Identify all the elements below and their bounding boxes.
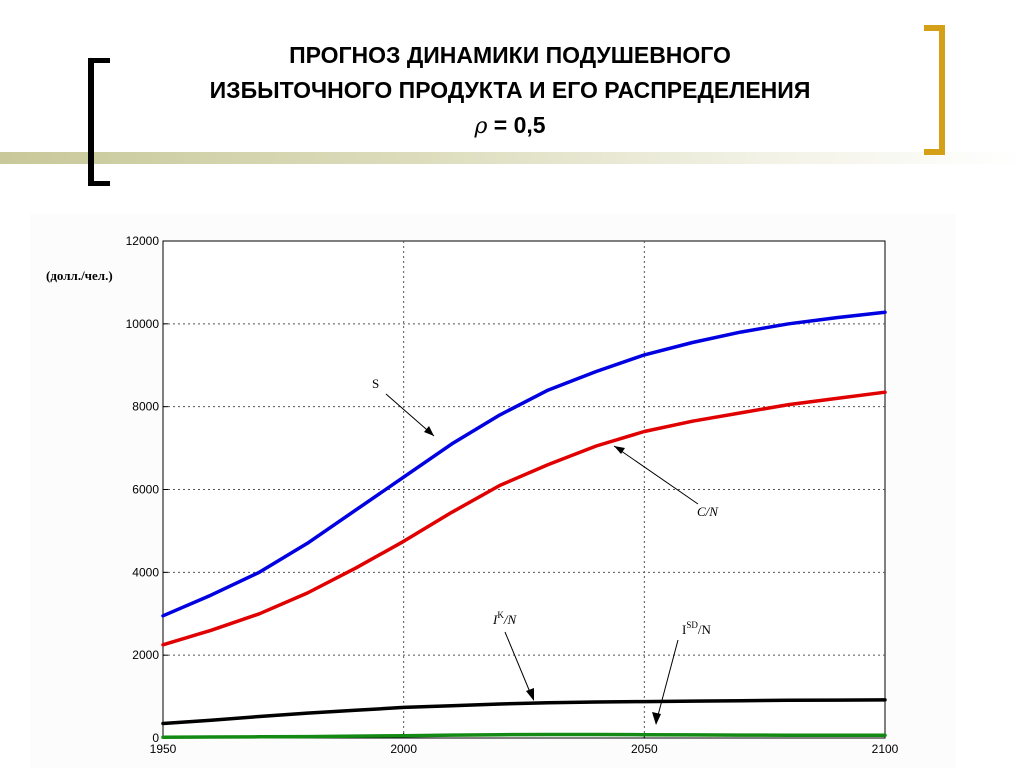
rho-value: = 0,5: [493, 112, 546, 138]
annotation-IK-rest: /N: [503, 612, 518, 627]
x-tick-label-2000: 2000: [390, 742, 417, 756]
annotation-IK-label: IK/N: [492, 610, 517, 627]
annotation-IK-base: I: [492, 612, 498, 627]
series-line-0: [161, 310, 887, 618]
axis-ticks: 1950 2000 2050 2100 0 2000 4000 6000 8000 10000 12…: [126, 234, 899, 756]
annotation-ISD-label: ISD/N: [682, 620, 711, 637]
y-tick-label-10000: 10000: [126, 317, 160, 331]
title-line-1: ПРОГНОЗ ДИНАМИКИ ПОДУШЕВНОГО: [289, 42, 731, 68]
series-line-2: [161, 698, 887, 726]
accent-band: [0, 152, 1024, 164]
x-tick-label-1950: 1950: [150, 742, 177, 756]
y-tick-label-4000: 4000: [132, 565, 159, 579]
annotation-IK-arrow: [504, 631, 533, 698]
annotation-IK-arrowhead: [526, 688, 534, 701]
annotation-S-arrowhead: [424, 426, 434, 436]
line-chart: 1950 2000 2050 2100 0 2000 4000 6000 8000 10000 12…: [46, 234, 899, 756]
annotation-ISD-arrow: [656, 639, 679, 720]
chart-container: 1950 2000 2050 2100 0 2000 4000 6000 8000 10000 12…: [30, 214, 956, 768]
x-tick-label-2050: 2050: [631, 742, 658, 756]
annotations: S C/N IK/N ISD/N: [372, 376, 719, 725]
series-lines: [161, 310, 887, 739]
annotation-ISD-arrowhead: [652, 712, 661, 725]
grid-lines: [163, 241, 885, 738]
title-line-2: ИЗБЫТОЧНОГО ПРОДУКТА И ЕГО РАСПРЕДЕЛЕНИЯ: [209, 77, 811, 103]
y-tick-label-6000: 6000: [132, 483, 159, 497]
annotation-CN-arrow: [613, 445, 699, 505]
right-bracket-decoration: [924, 25, 945, 155]
annotation-S-arrow: [385, 393, 435, 437]
y-tick-label-2000: 2000: [132, 648, 159, 662]
annotation-ISD-sup: SD: [686, 620, 698, 630]
annotation-CN-label: C/N: [697, 504, 719, 519]
rho-parameter: ρ = 0,5: [110, 108, 910, 144]
series-line-3: [161, 732, 887, 739]
x-tick-label-2100: 2100: [872, 742, 899, 756]
slide-title: ПРОГНОЗ ДИНАМИКИ ПОДУШЕВНОГО ИЗБЫТОЧНОГО…: [110, 38, 910, 144]
annotation-ISD-base: I: [682, 622, 686, 637]
annotation-S-label: S: [372, 376, 379, 391]
left-bracket-decoration: [88, 58, 110, 186]
y-axis-unit-label: (долл./чел.): [46, 268, 113, 283]
series-line-1: [161, 390, 887, 647]
rho-symbol: ρ: [474, 114, 488, 139]
annotation-CN-arrowhead: [614, 446, 625, 454]
y-tick-label-8000: 8000: [132, 400, 159, 414]
y-tick-label-12000: 12000: [126, 234, 160, 248]
annotation-ISD-rest: /N: [698, 622, 712, 637]
y-tick-label-0: 0: [152, 731, 159, 745]
annotation-IK-sup: K: [497, 610, 504, 620]
